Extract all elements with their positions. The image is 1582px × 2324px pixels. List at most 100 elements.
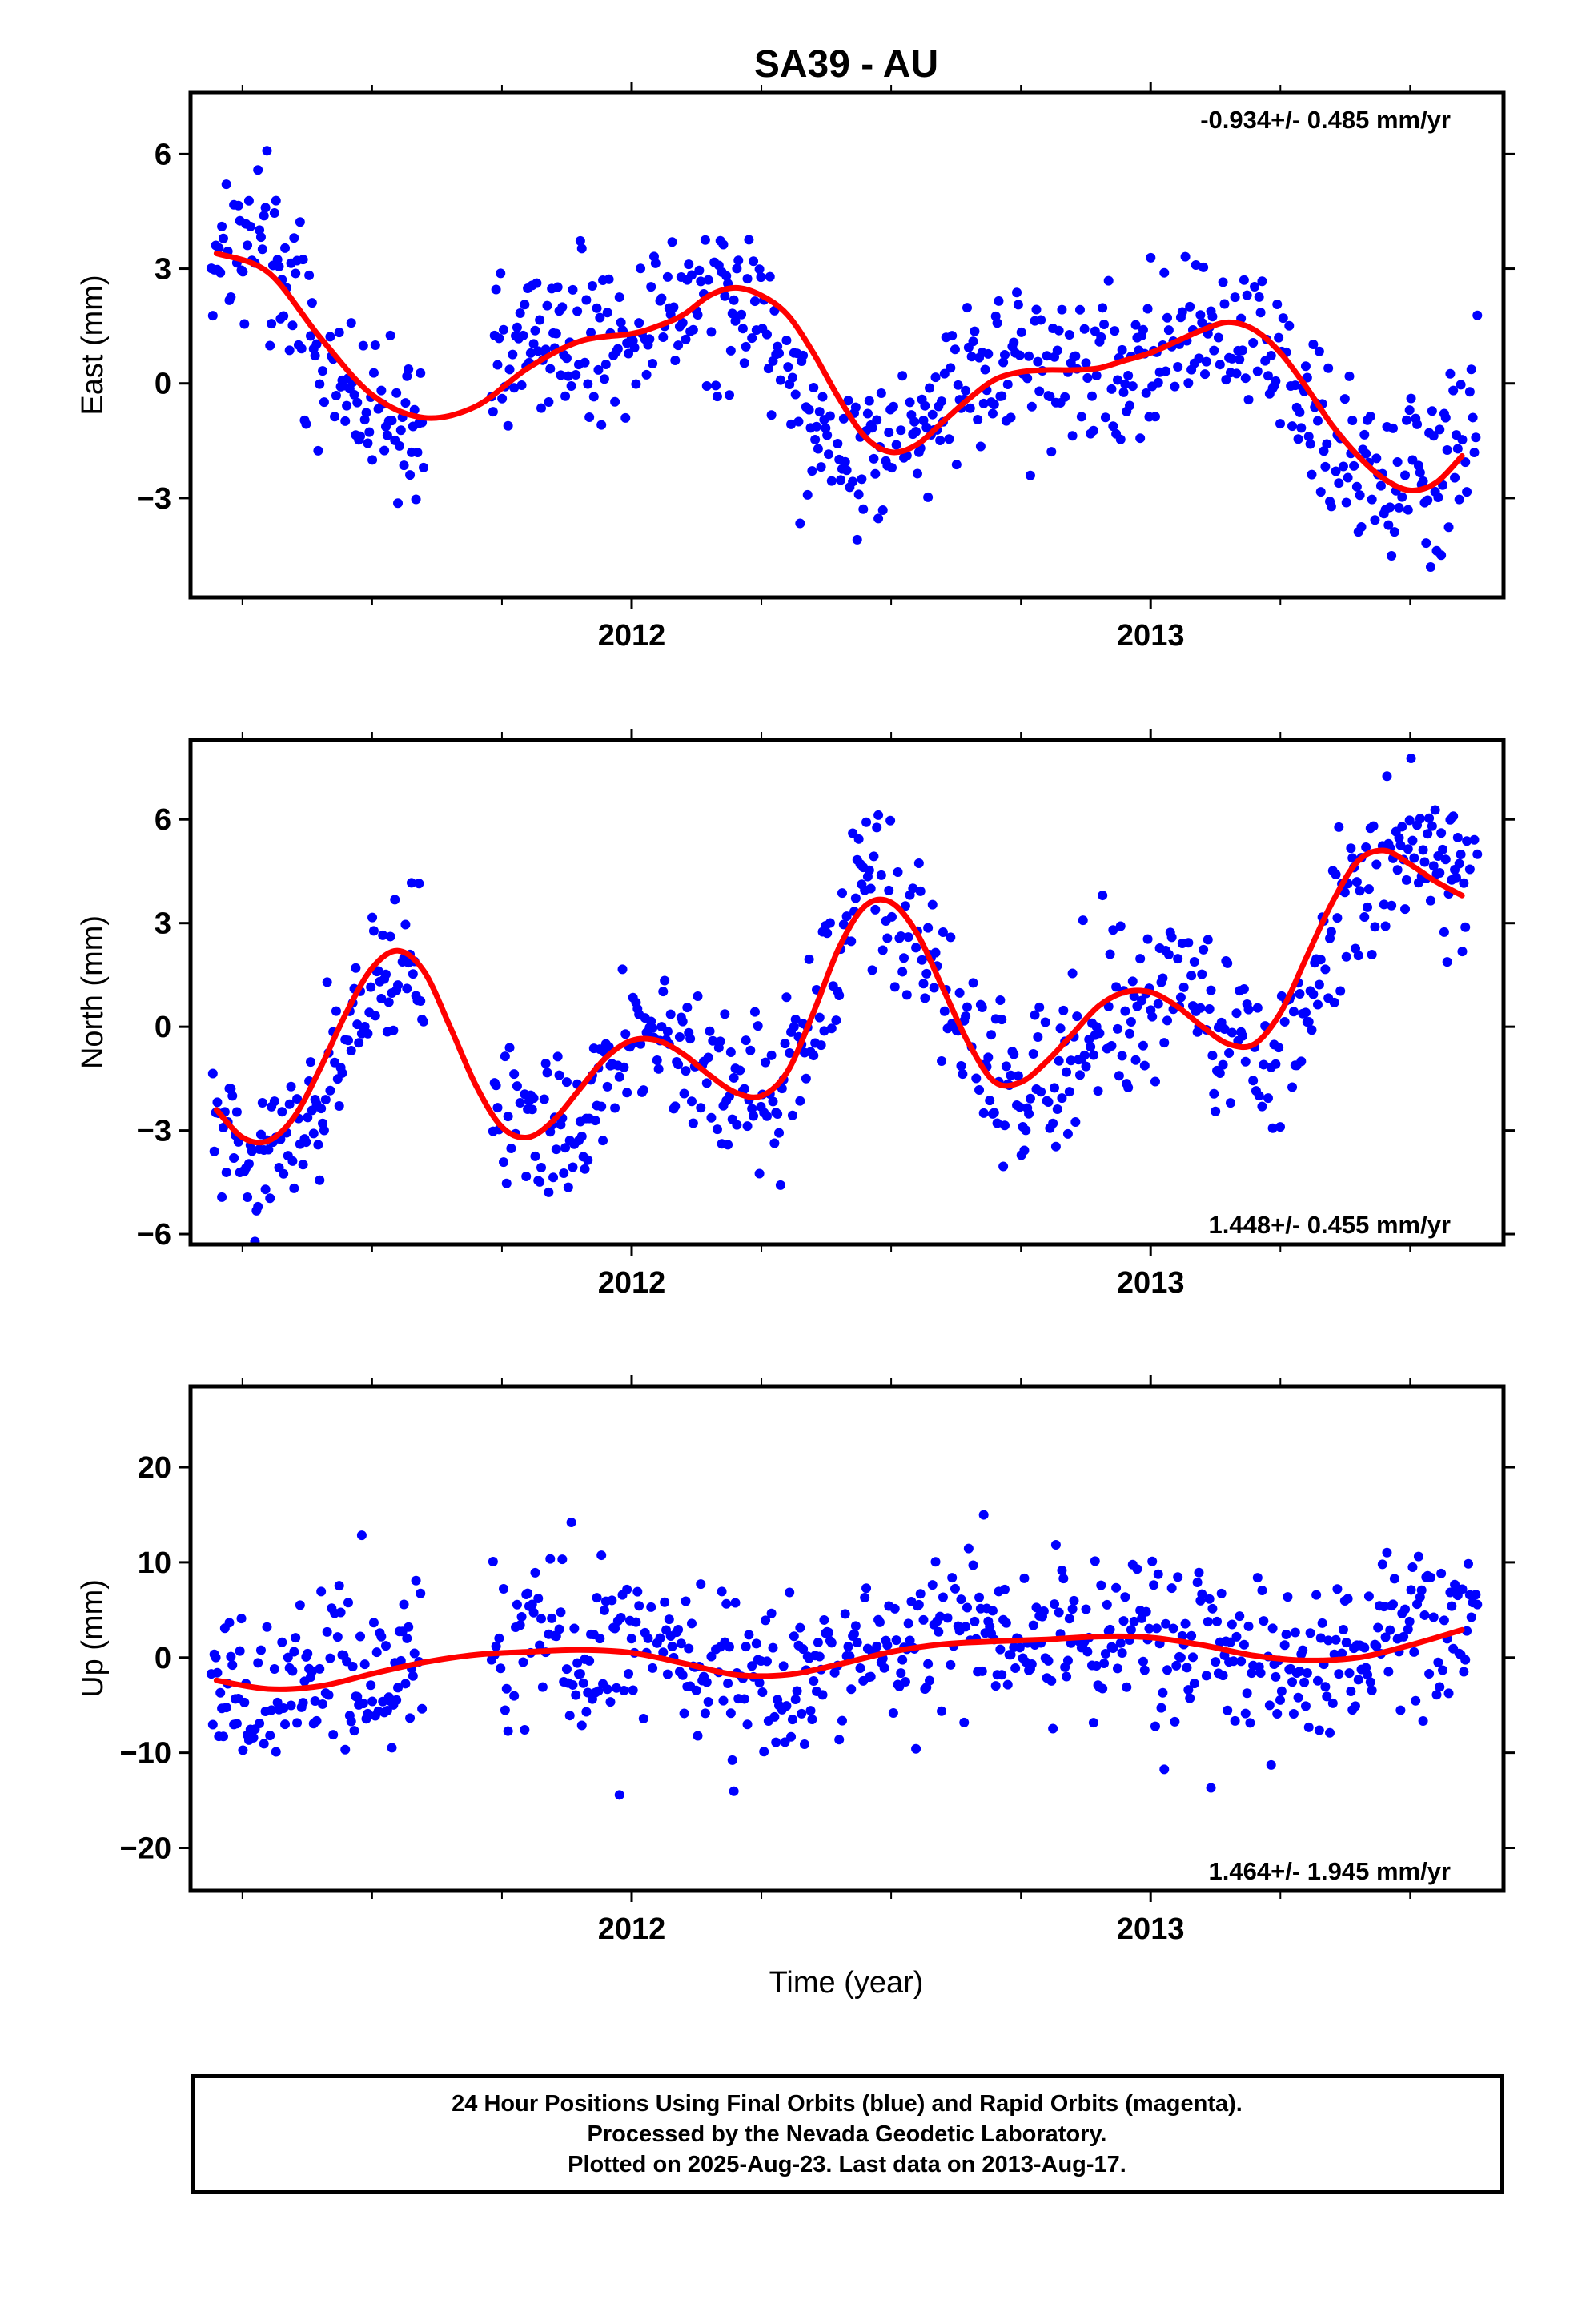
data-point (1464, 387, 1475, 397)
data-point (1332, 913, 1343, 923)
data-point (1454, 858, 1464, 869)
data-point (367, 1696, 378, 1707)
data-point (715, 1036, 725, 1047)
data-point (1242, 290, 1252, 300)
data-point (1371, 453, 1382, 464)
data-point (900, 1677, 910, 1687)
data-point (1438, 844, 1448, 854)
data-point (1300, 361, 1311, 372)
data-point (741, 1642, 751, 1652)
data-point (864, 396, 874, 406)
data-point (754, 1678, 765, 1688)
data-point (568, 284, 578, 295)
data-point (787, 1110, 797, 1120)
data-point (537, 1682, 548, 1692)
data-point (506, 1144, 516, 1154)
data-point (974, 1085, 985, 1096)
data-point (1070, 351, 1081, 361)
data-point (1288, 1007, 1299, 1017)
data-point (561, 1077, 572, 1088)
data-point (1303, 1722, 1314, 1732)
data-point (1419, 857, 1430, 867)
data-point (1430, 805, 1440, 815)
data-point (679, 1708, 689, 1719)
data-point (400, 919, 411, 930)
data-point (494, 1633, 504, 1643)
data-point (527, 1599, 537, 1610)
data-point (218, 233, 228, 243)
data-point (1339, 887, 1350, 898)
data-point (576, 1132, 587, 1142)
data-point (238, 1745, 248, 1755)
data-point (905, 397, 915, 408)
data-point (488, 1556, 498, 1566)
data-point (1311, 1590, 1322, 1600)
data-point (1338, 1624, 1348, 1634)
data-point (725, 1708, 736, 1719)
data-point (848, 828, 858, 838)
data-point (891, 1635, 901, 1646)
data-point (346, 318, 356, 328)
data-point (528, 339, 539, 349)
data-point (620, 412, 631, 423)
data-point (724, 1642, 734, 1652)
data-point (334, 328, 344, 338)
data-point (1175, 992, 1186, 1003)
data-point (1230, 1715, 1240, 1726)
data-point (552, 282, 563, 292)
data-point (1130, 1055, 1141, 1065)
data-point (1359, 1642, 1370, 1653)
data-point (332, 1632, 343, 1642)
y-tick-label: 10 (138, 1546, 171, 1580)
data-point (773, 1109, 783, 1120)
data-point (899, 953, 909, 963)
data-point (393, 1683, 404, 1693)
data-point (528, 1093, 539, 1104)
data-point (1223, 1705, 1233, 1715)
data-point (1150, 412, 1160, 422)
data-point (298, 1160, 308, 1170)
data-point (255, 232, 266, 243)
data-point (551, 328, 561, 339)
data-point (807, 1715, 817, 1725)
data-point (995, 1644, 1006, 1655)
data-point (920, 993, 930, 1003)
footer-caption: 24 Hour Positions Using Final Orbits (bl… (191, 2074, 1504, 2194)
data-point (787, 1715, 797, 1725)
data-point (861, 817, 872, 827)
data-point (848, 476, 858, 487)
data-point (229, 1152, 239, 1163)
data-point (1407, 1562, 1418, 1572)
data-point (742, 1121, 753, 1132)
rate-annotation: 1.464+/- 1.945 mm/yr (1209, 1857, 1451, 1885)
data-point (1375, 480, 1386, 491)
data-point (638, 1714, 648, 1724)
data-point (655, 1633, 665, 1643)
data-point (316, 1104, 327, 1114)
data-point (1009, 337, 1019, 348)
data-point (207, 311, 218, 321)
data-point (607, 1595, 617, 1606)
data-point (289, 1647, 299, 1657)
data-point (1132, 1564, 1142, 1574)
data-point (349, 389, 359, 400)
data-point (1413, 1551, 1423, 1562)
data-point (643, 1633, 653, 1643)
data-point (757, 1687, 768, 1698)
data-point (212, 1667, 223, 1678)
data-point (677, 317, 688, 328)
data-point (882, 1640, 893, 1651)
data-point (667, 237, 677, 247)
data-point (1428, 1612, 1439, 1622)
data-point (313, 445, 323, 456)
data-point (610, 1103, 620, 1113)
data-point (1090, 326, 1100, 336)
data-point (1298, 1645, 1308, 1655)
data-point (962, 1002, 972, 1012)
data-point (971, 1073, 982, 1084)
data-point (1224, 1047, 1235, 1058)
panel-north: 2012 2013 −6 −3 0 3 6 North (mm) 1.448+/- 0.455 … (76, 729, 1515, 1300)
data-point (703, 275, 713, 285)
data-point (1138, 1656, 1148, 1667)
data-point (1295, 989, 1305, 999)
